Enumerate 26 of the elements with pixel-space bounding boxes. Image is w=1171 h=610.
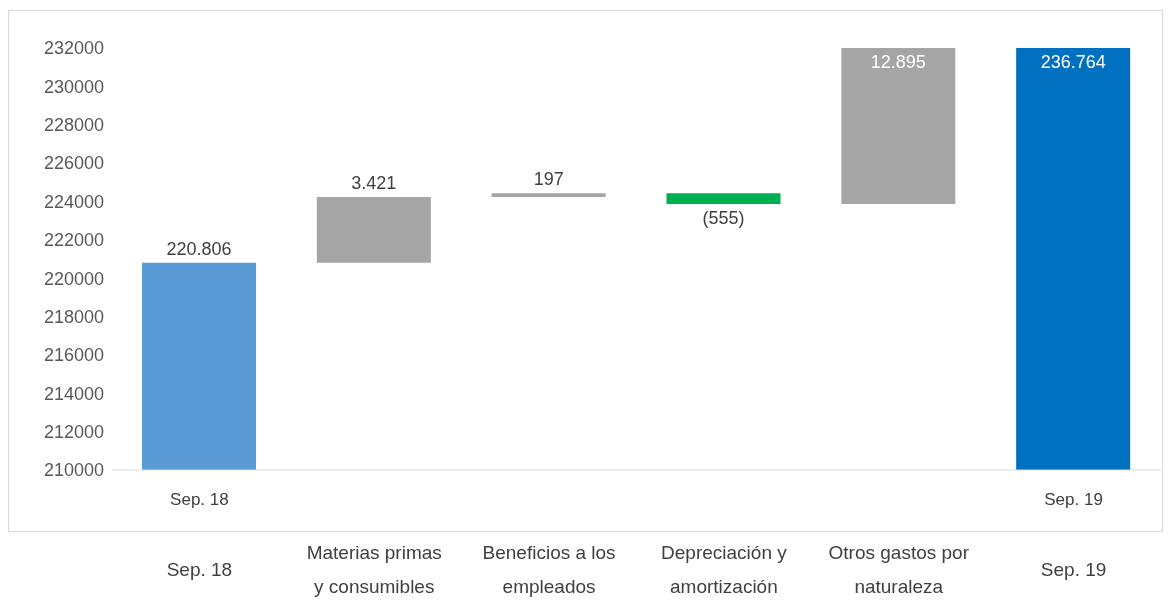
y-tick-label: 226000	[43, 153, 104, 174]
data-label: 236.764	[1040, 52, 1106, 72]
x-tick-label: Materias primas y consumibles	[306, 542, 442, 597]
data-label: (555)	[702, 207, 745, 228]
x-tick-label: Beneficios a los empleados	[482, 542, 616, 597]
y-tick-label: 220000	[43, 268, 104, 289]
x-tick-label: Sep. 18	[166, 559, 233, 580]
text: Sep. 18	[169, 490, 230, 510]
y-tick-label: 228000	[43, 115, 104, 136]
y-tick-label: 224000	[43, 191, 104, 212]
data-label: 3.421	[351, 173, 397, 194]
x-tick-label: Sep. 19	[1040, 559, 1107, 580]
y-tick-label: 214000	[43, 383, 104, 404]
text: Sep. 19	[1043, 490, 1104, 510]
x-tick-label: Otros gastos por naturaleza	[828, 542, 970, 597]
y-tick-label: 232000	[43, 38, 104, 59]
y-tick-label: 218000	[43, 306, 104, 327]
y-tick-label: 216000	[43, 345, 104, 366]
x-tick-label: Depreciación y amortización	[661, 542, 788, 597]
y-tick-label: 210000	[43, 460, 104, 481]
y-tick-label: 212000	[43, 422, 104, 443]
data-label: 12.895	[870, 52, 926, 72]
data-label: 220.806	[166, 238, 232, 259]
data-label: 197	[533, 169, 564, 190]
y-tick-label: 222000	[43, 230, 104, 251]
y-tick-label: 230000	[43, 76, 104, 97]
